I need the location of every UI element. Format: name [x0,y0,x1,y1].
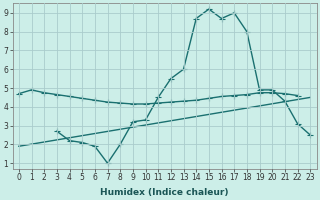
X-axis label: Humidex (Indice chaleur): Humidex (Indice chaleur) [100,188,229,197]
